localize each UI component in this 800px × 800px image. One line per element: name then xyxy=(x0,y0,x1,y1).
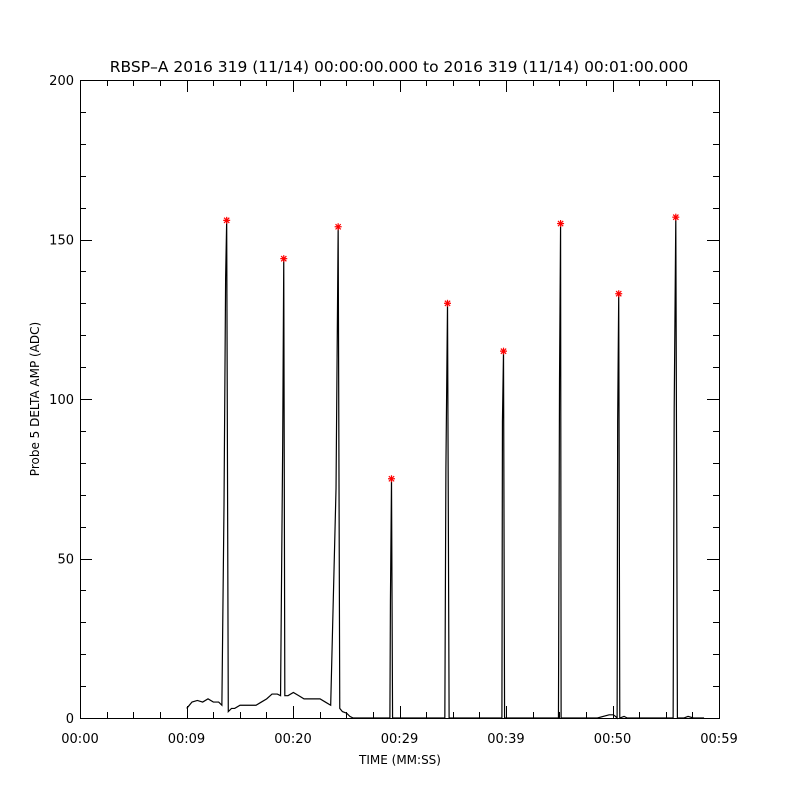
chart-title: RBSP–A 2016 319 (11/14) 00:00:00.000 to … xyxy=(110,58,688,76)
x-tick-label: 00:09 xyxy=(168,732,205,747)
x-axis-label: TIME (MM:SS) xyxy=(358,753,441,767)
x-axis: 00:00 00:09 00:20 00:29 00:39 00:50 00:59 xyxy=(61,80,738,747)
y-tick-label: 200 xyxy=(49,74,74,89)
peak-marker xyxy=(444,299,452,307)
peak-markers xyxy=(223,213,680,483)
peak-marker xyxy=(223,216,231,224)
peak-marker xyxy=(672,213,680,221)
y-tick-label: 150 xyxy=(49,234,74,249)
y-tick-label: 100 xyxy=(49,393,74,408)
peak-marker xyxy=(334,223,342,231)
plot-frame xyxy=(80,80,720,719)
peak-marker xyxy=(500,347,508,355)
peak-marker xyxy=(387,475,395,483)
x-tick-label: 00:29 xyxy=(381,732,418,747)
y-axis-label: Probe 5 DELTA AMP (ADC) xyxy=(28,322,42,476)
peak-marker xyxy=(557,220,565,228)
y-axis: 0 50 100 150 200 xyxy=(49,74,719,727)
y-tick-label: 0 xyxy=(66,712,74,727)
x-tick-label: 00:00 xyxy=(61,732,98,747)
x-tick-label: 00:59 xyxy=(700,732,737,747)
peak-marker xyxy=(615,290,623,298)
x-tick-label: 00:50 xyxy=(594,732,631,747)
x-tick-label: 00:20 xyxy=(274,732,311,747)
series-line xyxy=(186,217,705,720)
peak-marker xyxy=(280,255,288,263)
y-tick-label: 50 xyxy=(57,553,74,568)
data-series xyxy=(186,217,705,720)
x-tick-label: 00:39 xyxy=(487,732,524,747)
